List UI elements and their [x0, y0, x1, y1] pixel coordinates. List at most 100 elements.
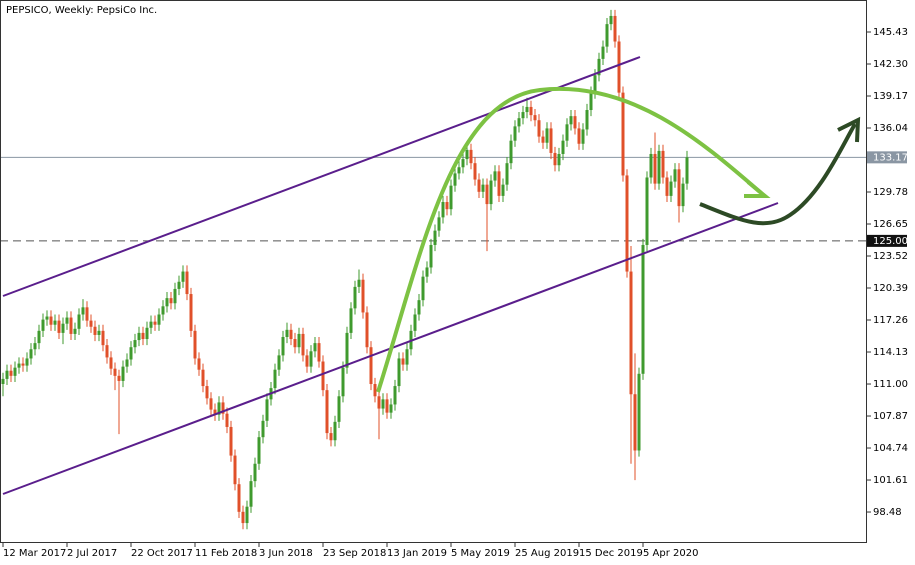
candle-body [321, 361, 325, 391]
candle-body [53, 320, 57, 325]
candle-body [201, 369, 205, 387]
candle-body [533, 115, 537, 121]
candle-body [609, 15, 613, 25]
channel-upper [2, 56, 641, 297]
candle-body [541, 136, 545, 143]
candle-body [425, 267, 429, 277]
candle-body [673, 169, 677, 182]
candle-body [145, 327, 149, 340]
candle-body [681, 183, 685, 207]
candle-body [433, 230, 437, 245]
candle-body [633, 394, 637, 451]
candle-body [377, 396, 381, 409]
candle-body [97, 330, 101, 335]
x-tick-label: 11 Feb 2018 [195, 548, 257, 559]
candle-body [485, 184, 489, 205]
candle-body [421, 276, 425, 301]
candle-body [33, 343, 37, 350]
candle-body [89, 320, 93, 327]
candle-body [113, 368, 117, 376]
x-tick-label: 3 Jun 2018 [259, 548, 313, 559]
candle-body [245, 506, 249, 524]
forecast-arrowhead [744, 180, 771, 198]
candle-body [569, 116, 573, 125]
candle-body [389, 404, 393, 413]
y-tick-label: 126.65 [873, 219, 908, 230]
candle-body [369, 347, 373, 385]
candle-body [529, 106, 533, 116]
y-tick-label: 129.78 [873, 187, 908, 198]
candle-body [437, 217, 441, 231]
candle-body [325, 390, 329, 434]
price-label-box [867, 151, 907, 164]
candle-body [233, 455, 237, 485]
candle-body [289, 329, 293, 340]
x-tick-label: 25 Aug 2019 [515, 548, 579, 559]
candle-body [309, 351, 313, 367]
candle-body [317, 343, 321, 362]
x-tick-label: 23 Sep 2018 [323, 548, 386, 559]
candle-body [329, 433, 333, 441]
candle-body [613, 15, 617, 42]
candle-body [189, 294, 193, 331]
candle-body [21, 363, 25, 366]
candle-body [513, 126, 517, 141]
candle-body [185, 271, 189, 295]
candle-body [77, 314, 81, 329]
candle-body [49, 316, 53, 325]
candle-body [465, 149, 469, 160]
candle-body [165, 298, 169, 307]
candle-body [629, 271, 633, 395]
candle-body [337, 396, 341, 422]
y-tick-label: 101.61 [873, 475, 908, 486]
candle-body [193, 330, 197, 359]
candle-body [649, 153, 653, 178]
candle-body [481, 184, 485, 192]
candle-body [109, 357, 113, 369]
candle-body [589, 92, 593, 111]
candle-body [137, 332, 141, 341]
level-label-box [867, 234, 907, 247]
candle-body [549, 128, 553, 153]
y-tick-label: 120.39 [873, 283, 908, 294]
candle-body [429, 244, 433, 268]
candle-body [457, 167, 461, 174]
candle-body [373, 384, 377, 397]
x-tick-label: 22 Oct 2017 [131, 548, 193, 559]
candle-body [261, 420, 265, 438]
candle-body [69, 317, 73, 334]
candle-body [117, 375, 121, 381]
x-tick-label: 13 Jan 2019 [387, 548, 447, 559]
candle-body [601, 46, 605, 59]
candle-body [577, 128, 581, 144]
y-tick-label: 142.30 [873, 59, 908, 70]
candle-body [469, 149, 473, 164]
candle-body [213, 409, 217, 415]
candle-body [301, 333, 305, 356]
candle-body [653, 153, 657, 184]
candle-body [397, 358, 401, 387]
candle-body [37, 330, 41, 344]
candle-body [625, 175, 629, 272]
candle-body [449, 185, 453, 210]
candle-body [593, 75, 597, 93]
y-tick-label: 145.43 [873, 27, 908, 38]
candle-body [441, 202, 445, 218]
candle-body [573, 116, 577, 129]
candle-body [393, 386, 397, 405]
candle-body [149, 321, 153, 328]
rebound-arrowhead [837, 116, 861, 143]
candle-body [657, 150, 661, 184]
candle-body [305, 355, 309, 367]
candle-body [277, 355, 281, 370]
candle-body [605, 24, 609, 47]
candle-body [597, 58, 601, 76]
candle-body [313, 343, 317, 352]
annotations [2, 56, 861, 495]
candle-body [129, 347, 133, 360]
forecast-curve [376, 86, 762, 393]
candle-body [521, 112, 525, 119]
y-tick-label: 107.87 [873, 411, 908, 422]
